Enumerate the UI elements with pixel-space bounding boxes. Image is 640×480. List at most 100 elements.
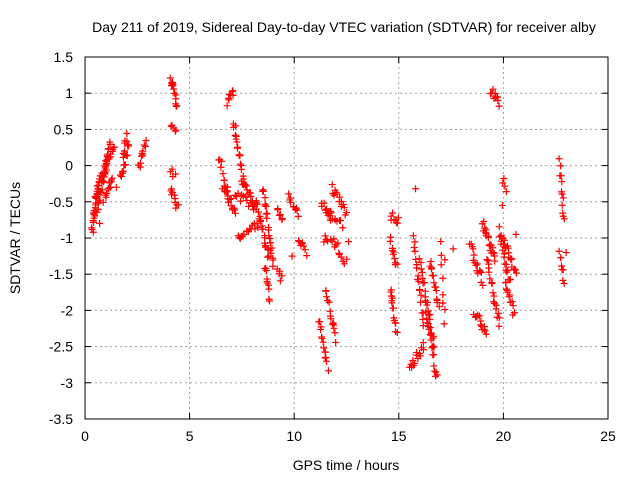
data-point xyxy=(511,266,519,274)
data-point xyxy=(506,291,514,299)
data-point xyxy=(170,85,178,93)
data-point xyxy=(482,330,490,338)
data-point xyxy=(394,214,402,222)
data-point xyxy=(416,352,424,360)
data-point xyxy=(506,275,514,283)
data-point xyxy=(392,319,400,327)
data-point xyxy=(320,344,328,352)
data-point xyxy=(437,238,445,246)
data-point xyxy=(330,235,338,243)
data-point xyxy=(300,242,308,250)
data-point xyxy=(136,163,144,171)
data-point xyxy=(441,306,449,314)
data-point xyxy=(423,319,431,327)
data-point xyxy=(512,230,520,238)
data-point xyxy=(140,141,148,149)
data-point xyxy=(247,192,255,200)
data-point xyxy=(427,257,435,265)
data-point xyxy=(417,298,425,306)
data-point xyxy=(495,223,503,231)
data-point xyxy=(510,309,518,317)
data-point xyxy=(231,206,239,214)
data-point xyxy=(276,211,284,219)
data-point xyxy=(103,189,111,197)
data-point xyxy=(508,255,516,263)
data-point xyxy=(502,279,510,287)
data-point xyxy=(430,279,438,287)
data-point xyxy=(91,212,99,220)
data-point xyxy=(216,156,224,164)
data-point xyxy=(491,257,499,265)
data-points xyxy=(88,74,570,380)
data-point xyxy=(423,301,431,309)
data-point xyxy=(254,208,262,216)
data-point xyxy=(224,94,232,102)
data-point xyxy=(555,247,563,255)
data-point xyxy=(419,322,427,330)
data-point xyxy=(429,272,437,280)
data-point xyxy=(287,198,295,206)
data-point xyxy=(485,233,493,241)
data-point xyxy=(412,185,420,193)
data-point xyxy=(236,152,244,160)
data-point xyxy=(432,283,440,291)
data-point xyxy=(340,260,348,268)
data-point xyxy=(266,239,274,247)
data-point xyxy=(472,261,480,269)
data-point xyxy=(220,176,228,184)
data-point xyxy=(269,256,277,264)
y-tick-label: -1 xyxy=(61,230,74,246)
data-point xyxy=(336,193,344,201)
x-tick-label: 0 xyxy=(81,428,89,444)
y-tick-label: -2 xyxy=(61,302,74,318)
data-point xyxy=(386,237,394,245)
data-point xyxy=(558,201,566,209)
data-point xyxy=(411,359,419,367)
data-point xyxy=(494,309,502,317)
data-point xyxy=(480,325,488,333)
data-point xyxy=(469,245,477,253)
data-point xyxy=(237,165,245,173)
data-point xyxy=(415,255,423,263)
data-point xyxy=(330,324,338,332)
data-point xyxy=(495,322,503,330)
data-point xyxy=(427,336,435,344)
data-point xyxy=(233,138,241,146)
y-tick-label: 0.5 xyxy=(54,121,74,137)
data-point xyxy=(345,238,353,246)
data-point xyxy=(291,205,299,213)
data-point xyxy=(98,186,106,194)
data-point xyxy=(329,320,337,328)
data-point xyxy=(269,262,277,270)
data-point xyxy=(419,339,427,347)
data-point xyxy=(276,267,284,275)
data-point xyxy=(509,302,517,310)
data-point xyxy=(226,195,234,203)
data-point xyxy=(477,278,485,286)
data-point xyxy=(219,170,227,178)
data-point xyxy=(422,308,430,316)
data-point xyxy=(123,129,131,137)
data-point xyxy=(254,223,262,231)
data-point xyxy=(430,351,438,359)
data-point xyxy=(500,174,508,182)
data-point xyxy=(419,316,427,324)
data-point xyxy=(331,329,339,337)
data-point xyxy=(243,197,251,205)
data-point xyxy=(418,268,426,276)
data-point xyxy=(321,232,329,240)
data-point xyxy=(324,297,332,305)
x-tick-label: 20 xyxy=(496,428,512,444)
data-point xyxy=(417,259,425,267)
data-point xyxy=(437,251,445,259)
data-point xyxy=(483,256,491,264)
data-point xyxy=(141,142,149,150)
y-tick-label: -0.5 xyxy=(49,194,73,210)
data-point xyxy=(262,202,270,210)
data-point xyxy=(301,246,309,254)
data-point xyxy=(388,299,396,307)
data-point xyxy=(229,87,237,95)
data-point xyxy=(392,218,400,226)
data-point xyxy=(336,217,344,225)
